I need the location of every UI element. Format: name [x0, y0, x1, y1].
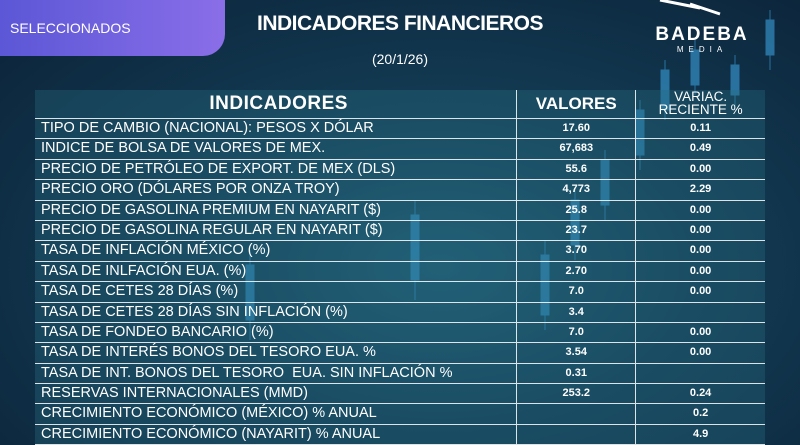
table-row: CRECIMIENTO ECONÓMICO (MÉXICO) % ANUAL 0.… — [35, 404, 765, 425]
indicator-cell: TASA DE INT. BONOS DEL TESORO EUA. SIN I… — [35, 363, 518, 384]
change-cell: 0.00 — [689, 203, 712, 216]
value-cell — [517, 404, 637, 424]
change-cell: 4.9 — [692, 427, 709, 440]
table-row: RESERVAS INTERNACIONALES (MMD) 253.2 0.24 — [35, 384, 765, 405]
column-header: VARIAC. RECIENTE % — [636, 90, 765, 118]
table-row: PRECIO DE PETRÓLEO DE EXPORT. DE MEX (DL… — [35, 159, 765, 181]
change-cell — [636, 364, 765, 383]
column-header: INDICADORES — [35, 90, 518, 118]
indicator-cell: TASA DE INLFACIÓN EUA. (%) — [35, 261, 518, 282]
indicator-cell: PRECIO ORO (DÓLARES POR ONZA TROY) — [35, 180, 518, 200]
table-row: INDICE DE BOLSA DE VALORES DE MEX. 67,683… — [35, 139, 765, 160]
change-cell: 2.29 — [689, 183, 712, 196]
change-cell: 0.00 — [689, 264, 712, 277]
value-cell: 4,773 — [517, 180, 637, 200]
header-row: INDICADORES VALORES VARIAC. RECIENTE % — [35, 90, 765, 119]
table-row: TASA DE INFLACIÓN MÉXICO (%) 3.70 0.00 — [35, 241, 765, 262]
indicator-cell: TASA DE FONDEO BANCARIO (%) — [35, 322, 518, 343]
table-row: PRECIO ORO (DÓLARES POR ONZA TROY) 4,773 2… — [35, 180, 765, 201]
table-row: CRECIMIENTO ECONÓMICO (NAYARIT) % ANUAL 4… — [35, 424, 765, 445]
title: INDICADORES FINANCIEROS — [256, 12, 544, 35]
indicator-cell: TASA DE INFLACIÓN MÉXICO (%) — [35, 241, 518, 261]
change-cell — [636, 303, 765, 322]
value-cell: 7.0 — [517, 282, 637, 302]
table-row: TASA DE CETES 28 DÍAS SIN INFLACIÓN (%) 3… — [35, 302, 765, 323]
date: (20/1/26) — [371, 51, 429, 67]
indicator-cell: TASA DE CETES 28 DÍAS SIN INFLACIÓN (%) — [35, 302, 518, 322]
change-cell: 0.00 — [689, 244, 712, 257]
value-cell — [517, 424, 637, 445]
value-cell: 0.31 — [517, 363, 637, 384]
table-row: TIPO DE CAMBIO (NACIONAL): PESOS X DÓLAR… — [35, 119, 765, 140]
badge: SELECCIONADOS — [0, 0, 225, 56]
value-cell: 3.4 — [517, 302, 637, 322]
column-header: VALORES — [517, 90, 637, 118]
value-cell: 2.70 — [517, 261, 637, 282]
indicator-cell: TIPO DE CAMBIO (NACIONAL): PESOS X DÓLAR — [35, 119, 518, 139]
indicator-cell: TASA DE CETES 28 DÍAS (%) — [35, 282, 518, 302]
indicator-table: INDICADORES VALORES VARIAC. RECIENTE % T… — [35, 90, 765, 445]
indicator-cell: CRECIMIENTO ECONÓMICO (MÉXICO) % ANUAL — [35, 404, 518, 424]
change-cell: 0.49 — [689, 142, 712, 155]
change-cell: 0.24 — [689, 387, 712, 400]
table-row: TASA DE FONDEO BANCARIO (%) 7.0 0.00 — [35, 322, 765, 344]
table-row: PRECIO DE GASOLINA PREMIUM EN NAYARIT ($… — [35, 200, 765, 221]
value-cell: 67,683 — [517, 139, 637, 159]
table-row: TASA DE INTERÉS BONOS DEL TESORO EUA. % 3… — [35, 343, 765, 364]
table-row: TASA DE CETES 28 DÍAS (%) 7.0 0.00 — [35, 282, 765, 303]
change-cell: 0.00 — [689, 223, 712, 236]
value-cell: 3.54 — [517, 343, 637, 363]
change-cell: 0.00 — [689, 325, 712, 338]
indicator-cell: PRECIO DE GASOLINA PREMIUM EN NAYARIT ($… — [35, 200, 518, 220]
indicator-cell: INDICE DE BOLSA DE VALORES DE MEX. — [35, 139, 518, 159]
logo-subtitle: MEDIA — [676, 45, 728, 54]
value-cell: 25.8 — [517, 200, 637, 220]
change-cell: 0.00 — [689, 285, 712, 298]
change-cell: 0.2 — [692, 407, 709, 420]
column-header-line: VARIAC. — [674, 89, 728, 104]
indicator-cell: PRECIO DE GASOLINA REGULAR EN NAYARIT ($… — [35, 220, 518, 241]
indicator-cell: CRECIMIENTO ECONÓMICO (NAYARIT) % ANUAL — [35, 424, 518, 445]
value-cell: 55.6 — [517, 159, 637, 180]
table-row: TASA DE INT. BONOS DEL TESORO EUA. SIN I… — [35, 363, 765, 385]
change-cell: 0.11 — [690, 122, 711, 134]
change-cell: 0.00 — [689, 162, 712, 175]
value-cell: 253.2 — [517, 384, 637, 404]
value-cell: 17.60 — [517, 119, 637, 139]
value-cell: 7.0 — [517, 322, 637, 343]
indicator-cell: PRECIO DE PETRÓLEO DE EXPORT. DE MEX (DL… — [35, 159, 518, 180]
table-row: TASA DE INLFACIÓN EUA. (%) 2.70 0.00 — [35, 261, 765, 283]
table-row: PRECIO DE GASOLINA REGULAR EN NAYARIT ($… — [35, 220, 765, 242]
value-cell: 23.7 — [517, 220, 637, 241]
value-cell: 3.70 — [517, 241, 637, 261]
indicator-cell: TASA DE INTERÉS BONOS DEL TESORO EUA. % — [35, 343, 518, 363]
column-header-line: RECIENTE % — [658, 102, 743, 117]
indicator-cell: RESERVAS INTERNACIONALES (MMD) — [35, 384, 518, 404]
change-cell: 0.00 — [689, 346, 712, 359]
logo: BADEBA — [655, 24, 749, 45]
